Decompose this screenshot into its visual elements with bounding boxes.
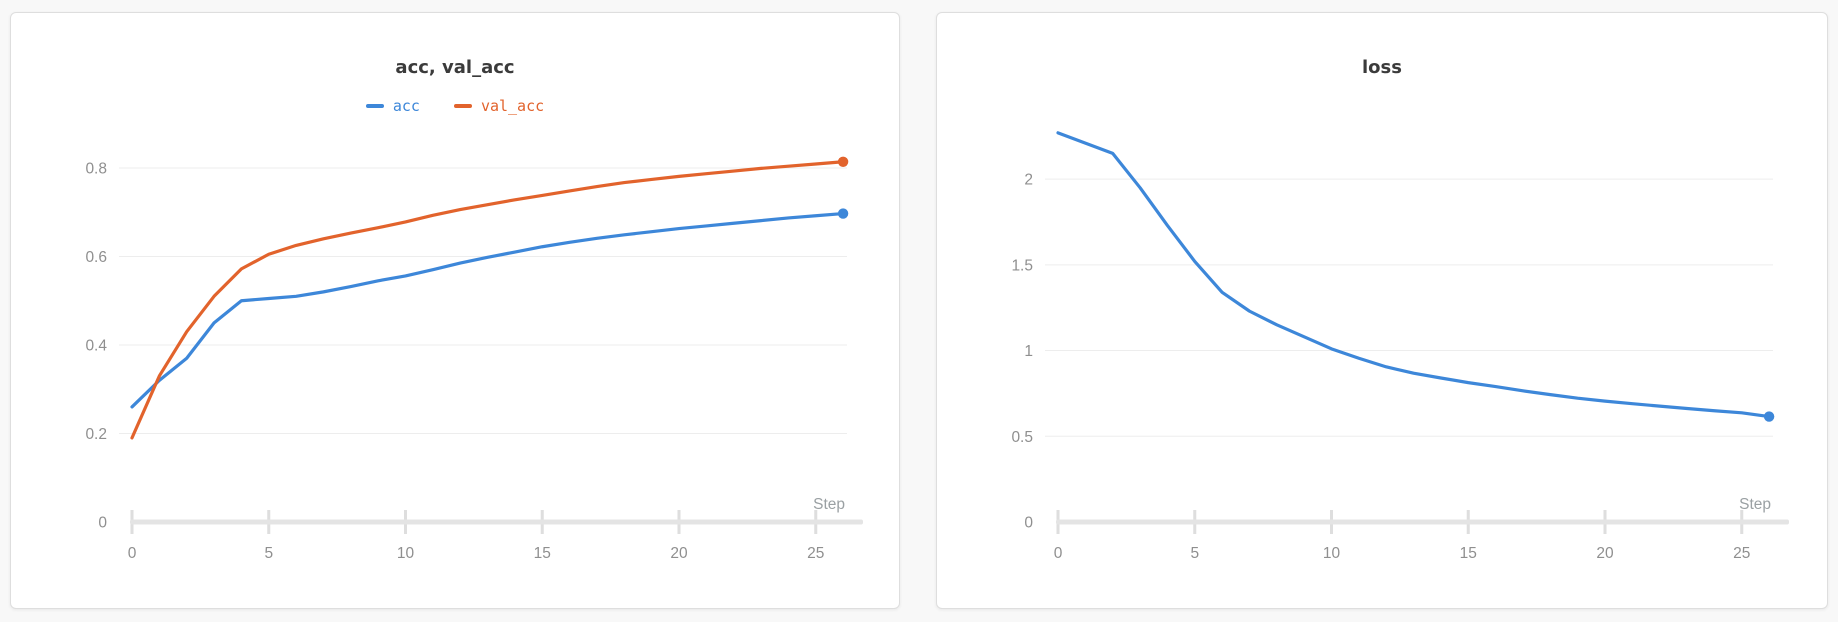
y-tick-label: 0.2 [85,426,107,443]
chart-title: acc, val_acc [395,57,515,78]
line-chart-acc-val-acc[interactable]: 0 0.2 0.4 0.6 0.8 0 5 10 15 20 25 Step [11,133,899,603]
x-tick-label: 25 [807,545,824,562]
x-tick-label: 5 [264,545,273,562]
x-tick-label: 10 [1323,545,1341,562]
x-axis-line [130,519,863,525]
x-tick-label: 15 [534,545,551,562]
y-tick-label: 1 [1024,343,1033,360]
x-tick-label: 20 [670,545,688,562]
x-tick-label: 20 [1596,545,1614,562]
chart-legend: acc val_acc [11,97,899,115]
series-line-acc[interactable] [130,211,845,409]
y-tick-label: 0 [1024,515,1033,532]
legend-item-val_acc[interactable]: val_acc [453,97,545,115]
series-endpoint-acc [837,208,849,219]
series-endpoint-loss [1763,411,1775,422]
acc-val-acc-chart-panel: acc, val_acc acc val_acc 0 0.2 0.4 0.6 0.8 0 5 1… [10,12,900,609]
legend-item-acc[interactable]: acc [365,97,420,115]
x-tick-label: 10 [397,545,415,562]
y-tick-label: 0.4 [85,337,107,354]
loss-chart-panel: loss 0 0.5 1 1.5 2 0 5 10 15 20 25 Step [936,12,1828,609]
x-axis-line [1056,519,1789,525]
legend-swatch [453,104,472,108]
series-endpoint-val_acc [837,156,849,167]
x-tick-label: 15 [1460,545,1477,562]
legend-label: val_acc [480,97,545,115]
x-axis-title: Step [1739,496,1771,513]
legend-label: acc [392,97,420,115]
y-tick-label: 2 [1024,172,1033,189]
x-tick-label: 0 [1054,545,1063,562]
y-tick-label: 1.5 [1011,257,1033,274]
series-line-val_acc[interactable] [130,160,845,440]
y-tick-label: 0.5 [1011,429,1033,446]
x-tick-label: 5 [1190,545,1199,562]
legend-swatch [365,104,384,108]
x-axis-title: Step [813,496,845,513]
y-tick-label: 0.8 [85,160,107,177]
y-tick-label: 0 [98,515,107,532]
x-tick-label: 0 [128,545,137,562]
x-tick-label: 25 [1733,545,1750,562]
y-tick-label: 0.6 [85,249,107,266]
series-line-loss[interactable] [1056,131,1771,419]
chart-title: loss [1362,57,1402,78]
